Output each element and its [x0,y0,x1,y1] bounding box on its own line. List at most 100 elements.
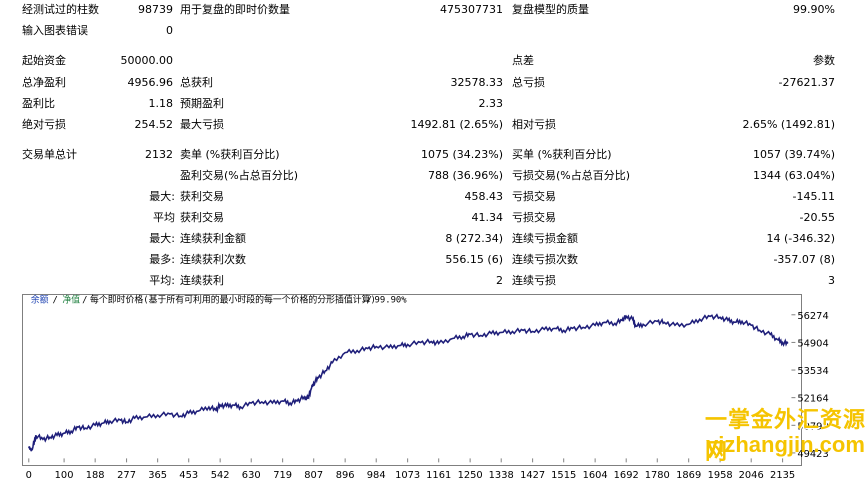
balance-chart-svg: 余额 / 净值 / 每个即时价格(基于所有可利用的最小时段的每一个价格的分形插值… [26,293,829,481]
max-consec-loss-value: -357.07 (8) [773,253,835,266]
y-tick-label: 56274 [797,311,828,322]
long-positions-label: 买单 (%获利百分比) [512,148,612,161]
chart-errors-value: 0 [166,24,173,37]
x-tick-label: 1161 [426,470,451,481]
chart-errors-label: 输入图表错误 [22,24,88,37]
max-consec-losses-label: 连续亏损金额 [512,232,578,245]
legend-balance: 余额 [31,293,49,305]
x-tick-label: 807 [304,470,323,481]
x-tick-label: 1780 [645,470,670,481]
largest-loss-label: 亏损交易 [512,190,556,203]
avg-profit-label: 获利交易 [180,211,224,224]
short-positions-value: 1075 (34.23%) [420,148,503,161]
y-tick-label: 53534 [797,366,828,377]
quality-label: 复盘模型的质量 [512,3,589,16]
rel-drawdown-value: 2.65% (1492.81) [742,118,835,131]
profit-trades-label: 盈利交易(%占总百分比) [180,169,299,182]
legend-desc: 每个即时价格(基于所有可利用的最小时段的每一个价格的分形插值计算) [90,293,376,305]
max-consec-wins-label: 连续获利金额 [180,232,246,245]
loss-trades-label: 亏损交易(%占总百分比) [512,169,631,182]
watermark-text-cn: 一掌金外汇资源网 [705,408,867,465]
net-profit-label: 总净盈利 [22,76,66,89]
y-tick-label: 50793 [797,421,828,432]
gross-loss-value: -27621.37 [778,76,835,89]
legend-equity: 净值 [62,293,80,305]
x-tick-label: 896 [336,470,355,481]
x-tick-label: 100 [55,470,74,481]
net-profit-value: 4956.96 [127,76,174,89]
x-tick-label: 188 [86,470,105,481]
y-axis-ticks: 56274 54904 53534 52164 50793 49423 [791,311,829,460]
avg-loss-label: 亏损交易 [512,211,556,224]
avg-consec-wins-label: 连续获利 [180,274,224,287]
total-trades-value: 2132 [145,148,173,161]
legend-sep1: / [52,295,57,305]
average-prefix: 平均 [153,211,175,224]
x-tick-label: 277 [117,470,136,481]
x-tick-label: 1958 [708,470,733,481]
profit-factor-label: 盈利比 [22,97,55,110]
watermark-text-url: yizhangjin.com [706,432,865,457]
y-tick-label: 49423 [797,449,828,460]
x-tick-label: 1427 [520,470,545,481]
avg-profit-value: 41.34 [471,211,504,224]
x-tick-label: 984 [367,470,386,481]
avg-prefix: 平均: [149,274,175,287]
avg-consec-losses-label: 连续亏损 [512,274,556,287]
loss-trades-value: 1344 (63.04%) [752,169,835,182]
expected-payoff-value: 2.33 [478,97,504,110]
gross-profit-label: 总获利 [180,76,213,89]
y-tick-label: 52164 [797,394,828,405]
x-tick-label: 1515 [551,470,576,481]
profit-trades-value: 788 (36.96%) [427,169,503,182]
x-tick-label: 1869 [676,470,701,481]
legend-sep2: / [82,295,87,305]
balance-series-line [28,313,789,452]
bars-tested-label: 经测试过的柱数 [22,3,99,16]
max-prefix: 最大: [149,232,175,245]
rel-drawdown-label: 相对亏损 [512,118,556,131]
expected-payoff-label: 预期盈利 [180,97,224,110]
legend-quality: 99.90% [375,295,408,305]
x-tick-label: 1073 [395,470,420,481]
avg-consec-losses-value: 3 [828,274,835,287]
max-consec-profit-value: 556.15 (6) [445,253,503,266]
max-drawdown-value: 1492.81 (2.65%) [410,118,503,131]
profit-factor-value: 1.18 [148,97,174,110]
largest-profit-label: 获利交易 [180,190,224,203]
max-consec-profit-label: 连续获利次数 [180,253,246,266]
x-tick-label: 1338 [489,470,514,481]
x-tick-label: 1692 [614,470,639,481]
max-consec-loss-label: 连续亏损次数 [512,253,578,266]
x-tick-label: 365 [148,470,167,481]
x-tick-label: 719 [273,470,292,481]
y-tick-label: 54904 [797,338,828,349]
max-consec-wins-value: 8 (272.34) [445,232,503,245]
x-tick-label: 2046 [739,470,764,481]
gross-loss-label: 总亏损 [512,76,545,89]
long-positions-value: 1057 (39.74%) [752,148,835,161]
x-tick-label: 453 [179,470,198,481]
legend-sep3: / [367,295,372,305]
max-consec-losses-value: 14 (-346.32) [766,232,835,245]
quality-value: 99.90% [793,3,835,16]
x-axis-ticks: 0 100 188 277 365 453 542 630 719 807 896 984 1073 11… [26,458,795,481]
abs-drawdown-label: 绝对亏损 [22,118,66,131]
largest-prefix: 最大: [149,190,175,203]
x-tick-label: 2135 [770,470,795,481]
avg-consec-wins-value: 2 [496,274,503,287]
max-drawdown-label: 最大亏损 [180,118,224,131]
abs-drawdown-value: 254.52 [134,118,174,131]
spread-label: 点差 [512,54,534,67]
spread-value: 参数 [813,54,835,67]
short-positions-label: 卖单 (%获利百分比) [180,148,280,161]
largest-profit-value: 458.43 [464,190,504,203]
initial-deposit-label: 起始资金 [22,54,66,67]
bars-tested-value: 98739 [138,3,173,16]
avg-loss-value: -20.55 [799,211,835,224]
total-trades-label: 交易单总计 [22,148,77,161]
most-prefix: 最多: [149,253,175,266]
largest-loss-value: -145.11 [792,190,835,203]
x-tick-label: 1250 [458,470,483,481]
initial-deposit-value: 50000.00 [120,54,174,67]
